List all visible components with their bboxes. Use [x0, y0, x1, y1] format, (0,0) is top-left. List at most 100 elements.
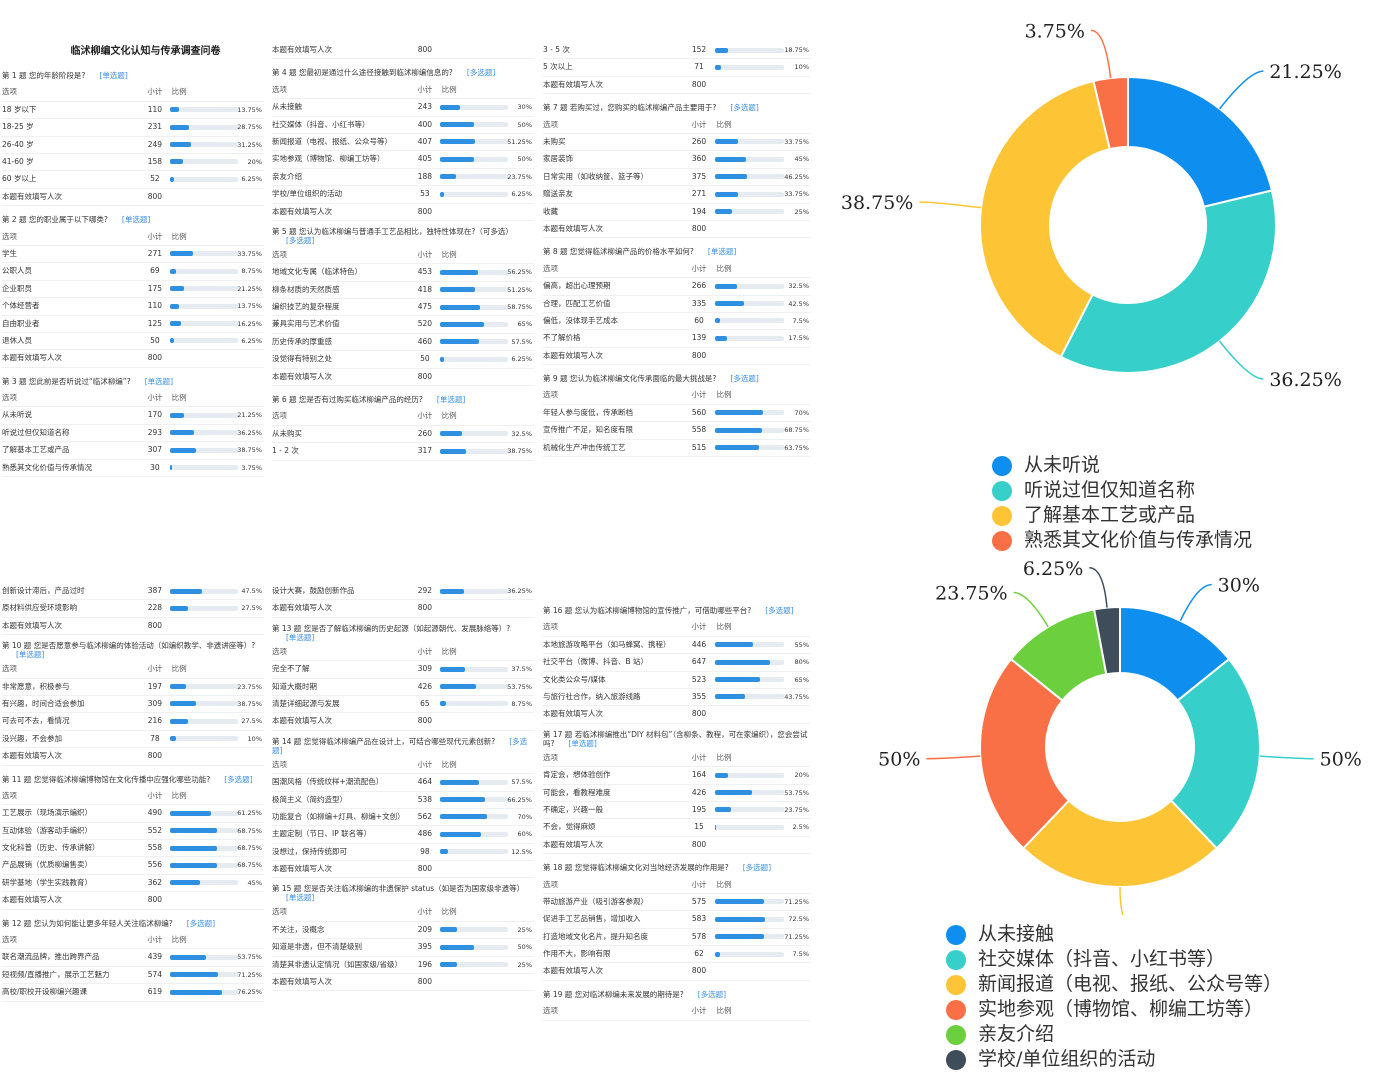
- donut-slice: [1169, 657, 1261, 850]
- survey-column-3: 3 - 5 次 152 18.75% 5 次以上 71 10% 本题有效填写人次 800 第 7…: [543, 42, 811, 458]
- valid-count-row: 本题有效填写人次 800: [272, 974, 534, 992]
- ratio-bar-fill: [714, 824, 717, 830]
- ratio-bar-fill: [169, 303, 180, 309]
- ratio-bar: [439, 122, 508, 128]
- option-percent: 8.75%: [511, 699, 532, 708]
- option-label: 自由职业者: [2, 318, 40, 328]
- question-title: 第 16 题 您认为临沭柳编博物馆的宣传推广，可借助哪些平台? [多选题]: [543, 603, 811, 619]
- option-count: 335: [691, 298, 707, 308]
- question-text: 第 6 题 您是否有过购买临沭柳编产品的经历?: [272, 395, 423, 405]
- option-label: 60 岁以上: [2, 174, 37, 184]
- valid-count-row: 本题有效填写人次 800: [543, 221, 811, 239]
- ratio-bar-fill: [714, 156, 746, 162]
- option-count: 62: [694, 949, 704, 959]
- option-label: 1 - 2 次: [272, 446, 299, 456]
- option-count: 271: [691, 189, 707, 199]
- option-percent: 71.25%: [784, 932, 809, 941]
- question-title: 第 6 题 您是否有过购买临沭柳编产品的经历? [单选题]: [272, 392, 534, 408]
- ratio-bar: [169, 303, 238, 309]
- ratio-bar: [714, 427, 785, 433]
- slice-leader-line: [1219, 70, 1264, 110]
- question-title: 第 1 题 您的年龄阶段是? [单选题]: [2, 68, 264, 84]
- ratio-bar: [439, 849, 508, 855]
- ratio-bar-fill: [169, 828, 217, 834]
- header-count: 小计: [691, 752, 707, 762]
- valid-count-label: 本题有效填写人次: [272, 716, 332, 726]
- table-row: 退休人员 50 6.25%: [2, 333, 264, 351]
- ratio-bar: [169, 447, 238, 453]
- ratio-bar-fill: [439, 139, 475, 145]
- table-row: 原材料供应受环境影响 228 27.5%: [2, 600, 264, 618]
- table-row: 产品展销（优质柳编售卖） 556 68.75%: [2, 857, 264, 875]
- option-percent: 53.75%: [237, 953, 262, 962]
- option-count: 426: [691, 787, 707, 797]
- option-count: 50: [420, 354, 430, 364]
- valid-count-row: 本题有效填写人次 800: [272, 861, 534, 879]
- table-header: 选项 小计 比例: [2, 661, 264, 679]
- ratio-bar-fill: [439, 814, 488, 820]
- header-count: 小计: [417, 759, 433, 769]
- option-label: 清楚其非遗认定情况（如国家级/省级）: [272, 959, 403, 969]
- ratio-bar-fill: [439, 156, 474, 162]
- option-count: 486: [417, 829, 433, 839]
- option-percent: 33.75%: [784, 137, 809, 146]
- valid-count-value: 800: [417, 206, 433, 216]
- option-label: 促进手工艺品销售，增加收入: [543, 914, 641, 924]
- ratio-bar-fill: [714, 642, 753, 648]
- question-text: 第 1 题 您的年龄阶段是?: [2, 71, 86, 80]
- question-type-tag: [单选题]: [16, 650, 45, 660]
- option-percent: 66.25%: [507, 795, 532, 804]
- question-text: 第 15 题 您是否关注临沭柳编的非遗保护 status（如是否为国家级非遗等）: [272, 884, 525, 894]
- valid-count-row: 本题有效填写人次 800: [543, 963, 811, 981]
- ratio-bar: [439, 701, 508, 707]
- header-count: 小计: [417, 84, 433, 94]
- question-text: 第 18 题 您觉得临沭柳编文化对当地经济发展的作用是?: [543, 863, 729, 873]
- ratio-bar-fill: [169, 447, 197, 453]
- question-type-tag: [多选题]: [730, 103, 759, 113]
- table-row: 从未听说 170 21.25%: [2, 407, 264, 425]
- ratio-bar-fill: [169, 684, 186, 690]
- valid-count-value: 800: [417, 864, 433, 874]
- header-count: 小计: [147, 790, 163, 800]
- table-row: 听说过但仅知道名称 293 36.25%: [2, 425, 264, 443]
- header-ratio: 比例: [441, 411, 457, 421]
- table-header: 选项 小计 比例: [272, 644, 534, 662]
- legend-label: 新闻报道（电视、报纸、公众号等）: [978, 973, 1283, 995]
- header-count: 小计: [691, 390, 707, 400]
- ratio-bar: [714, 318, 785, 324]
- survey-column-6: 第 16 题 您认为临沭柳编博物馆的宣传推广，可借助哪些平台? [多选题] 选项 小计…: [543, 597, 811, 1021]
- table-row: 有兴趣，时间合适会参加 309 38.75%: [2, 696, 264, 714]
- table-row: 不确定，兴趣一般 195 23.75%: [543, 802, 811, 820]
- option-label: 亲友介绍: [272, 171, 302, 181]
- header-option: 选项: [543, 390, 558, 400]
- option-count: 575: [691, 896, 707, 906]
- option-label: 听说过但仅知道名称: [2, 427, 70, 437]
- ratio-bar-fill: [439, 684, 477, 690]
- legend-awareness: 从未听说 听说过但仅知道名称 了解基本工艺或产品 熟悉其文化价值与传承情况: [992, 453, 1252, 553]
- legend-item: 亲友介绍: [946, 1022, 1282, 1047]
- option-percent: 36.25%: [237, 428, 262, 437]
- table-row: 亲友介绍 188 23.75%: [272, 169, 534, 187]
- ratio-bar: [169, 736, 238, 742]
- ratio-bar-fill: [169, 286, 185, 292]
- option-label: 没觉得有特别之处: [272, 354, 332, 364]
- question-title: 第 11 题 您觉得临沭柳编博物馆在文化传播中应强化哪些功能? [多选题]: [2, 772, 264, 788]
- option-count: 60: [694, 315, 704, 325]
- table-header: 选项 小计 比例: [543, 619, 811, 637]
- ratio-bar-fill: [169, 989, 222, 995]
- question-type-tag: [多选题]: [730, 374, 759, 384]
- option-label: 带动旅游产业（吸引游客参观）: [543, 896, 648, 906]
- option-label: 肯定会，想体验创作: [543, 770, 611, 780]
- legend-swatch: [946, 1049, 966, 1070]
- option-count: 231: [147, 122, 163, 132]
- option-percent: 2.5%: [792, 823, 809, 832]
- table-row: 文化科普（历史、传承讲解） 558 68.75%: [2, 840, 264, 858]
- header-ratio: 比例: [171, 231, 187, 241]
- option-label: 文化科普（历史、传承讲解）: [2, 843, 100, 853]
- option-percent: 23.75%: [784, 805, 809, 814]
- ratio-bar: [169, 989, 238, 995]
- table-row: 文化类公众号/媒体 523 65%: [543, 672, 811, 689]
- question-text: 第 8 题 您觉得临沭柳编产品的价格水平如何?: [543, 247, 694, 257]
- header-count: 小计: [691, 1006, 707, 1016]
- option-label: 26-40 岁: [2, 139, 34, 149]
